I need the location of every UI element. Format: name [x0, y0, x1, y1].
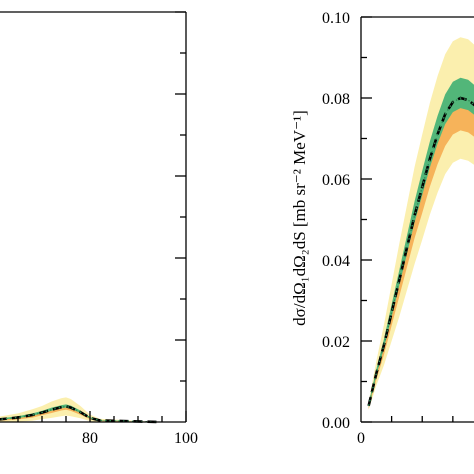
mid-band-0 [368, 90, 474, 410]
left-axes [0, 11, 187, 423]
tick-label-1: 100 [174, 430, 198, 447]
central-dotted-line-0 [367, 97, 474, 406]
tick-label-1: 0.02 [322, 334, 350, 351]
left-tick-labels: 80 100 [82, 430, 198, 447]
right-y-axis-label: dσ/dΩ₁dΩ₂dS [mb sr⁻² MeV⁻¹] [290, 110, 309, 326]
right-tick-labels: 0.000.020.040.060.080.10010 [322, 10, 365, 447]
tick-label-3: 0.06 [322, 172, 350, 189]
right-axes [360, 16, 474, 423]
central-dotted-line-0 [0, 405, 158, 423]
mid-band-0 [0, 405, 158, 422]
left-uncertainty-bands [0, 397, 158, 422]
right-central-curves [367, 96, 474, 407]
right-uncertainty-bands [368, 37, 474, 410]
tick-label-0: 0.00 [322, 415, 350, 432]
right-chart-panel: 0.000.020.040.060.080.10010 dσ/dΩ₁dΩ₂dS … [290, 10, 474, 447]
tick-label-2: 0.04 [322, 253, 350, 270]
left-chart-panel: 80 100 [0, 11, 198, 447]
tick-label-0: 80 [82, 430, 98, 447]
tick-label-4: 0.08 [322, 91, 350, 108]
tick-label-5: 0.10 [322, 10, 350, 27]
tick-label-6: 0 [357, 430, 365, 447]
left-central-curves [0, 405, 158, 424]
